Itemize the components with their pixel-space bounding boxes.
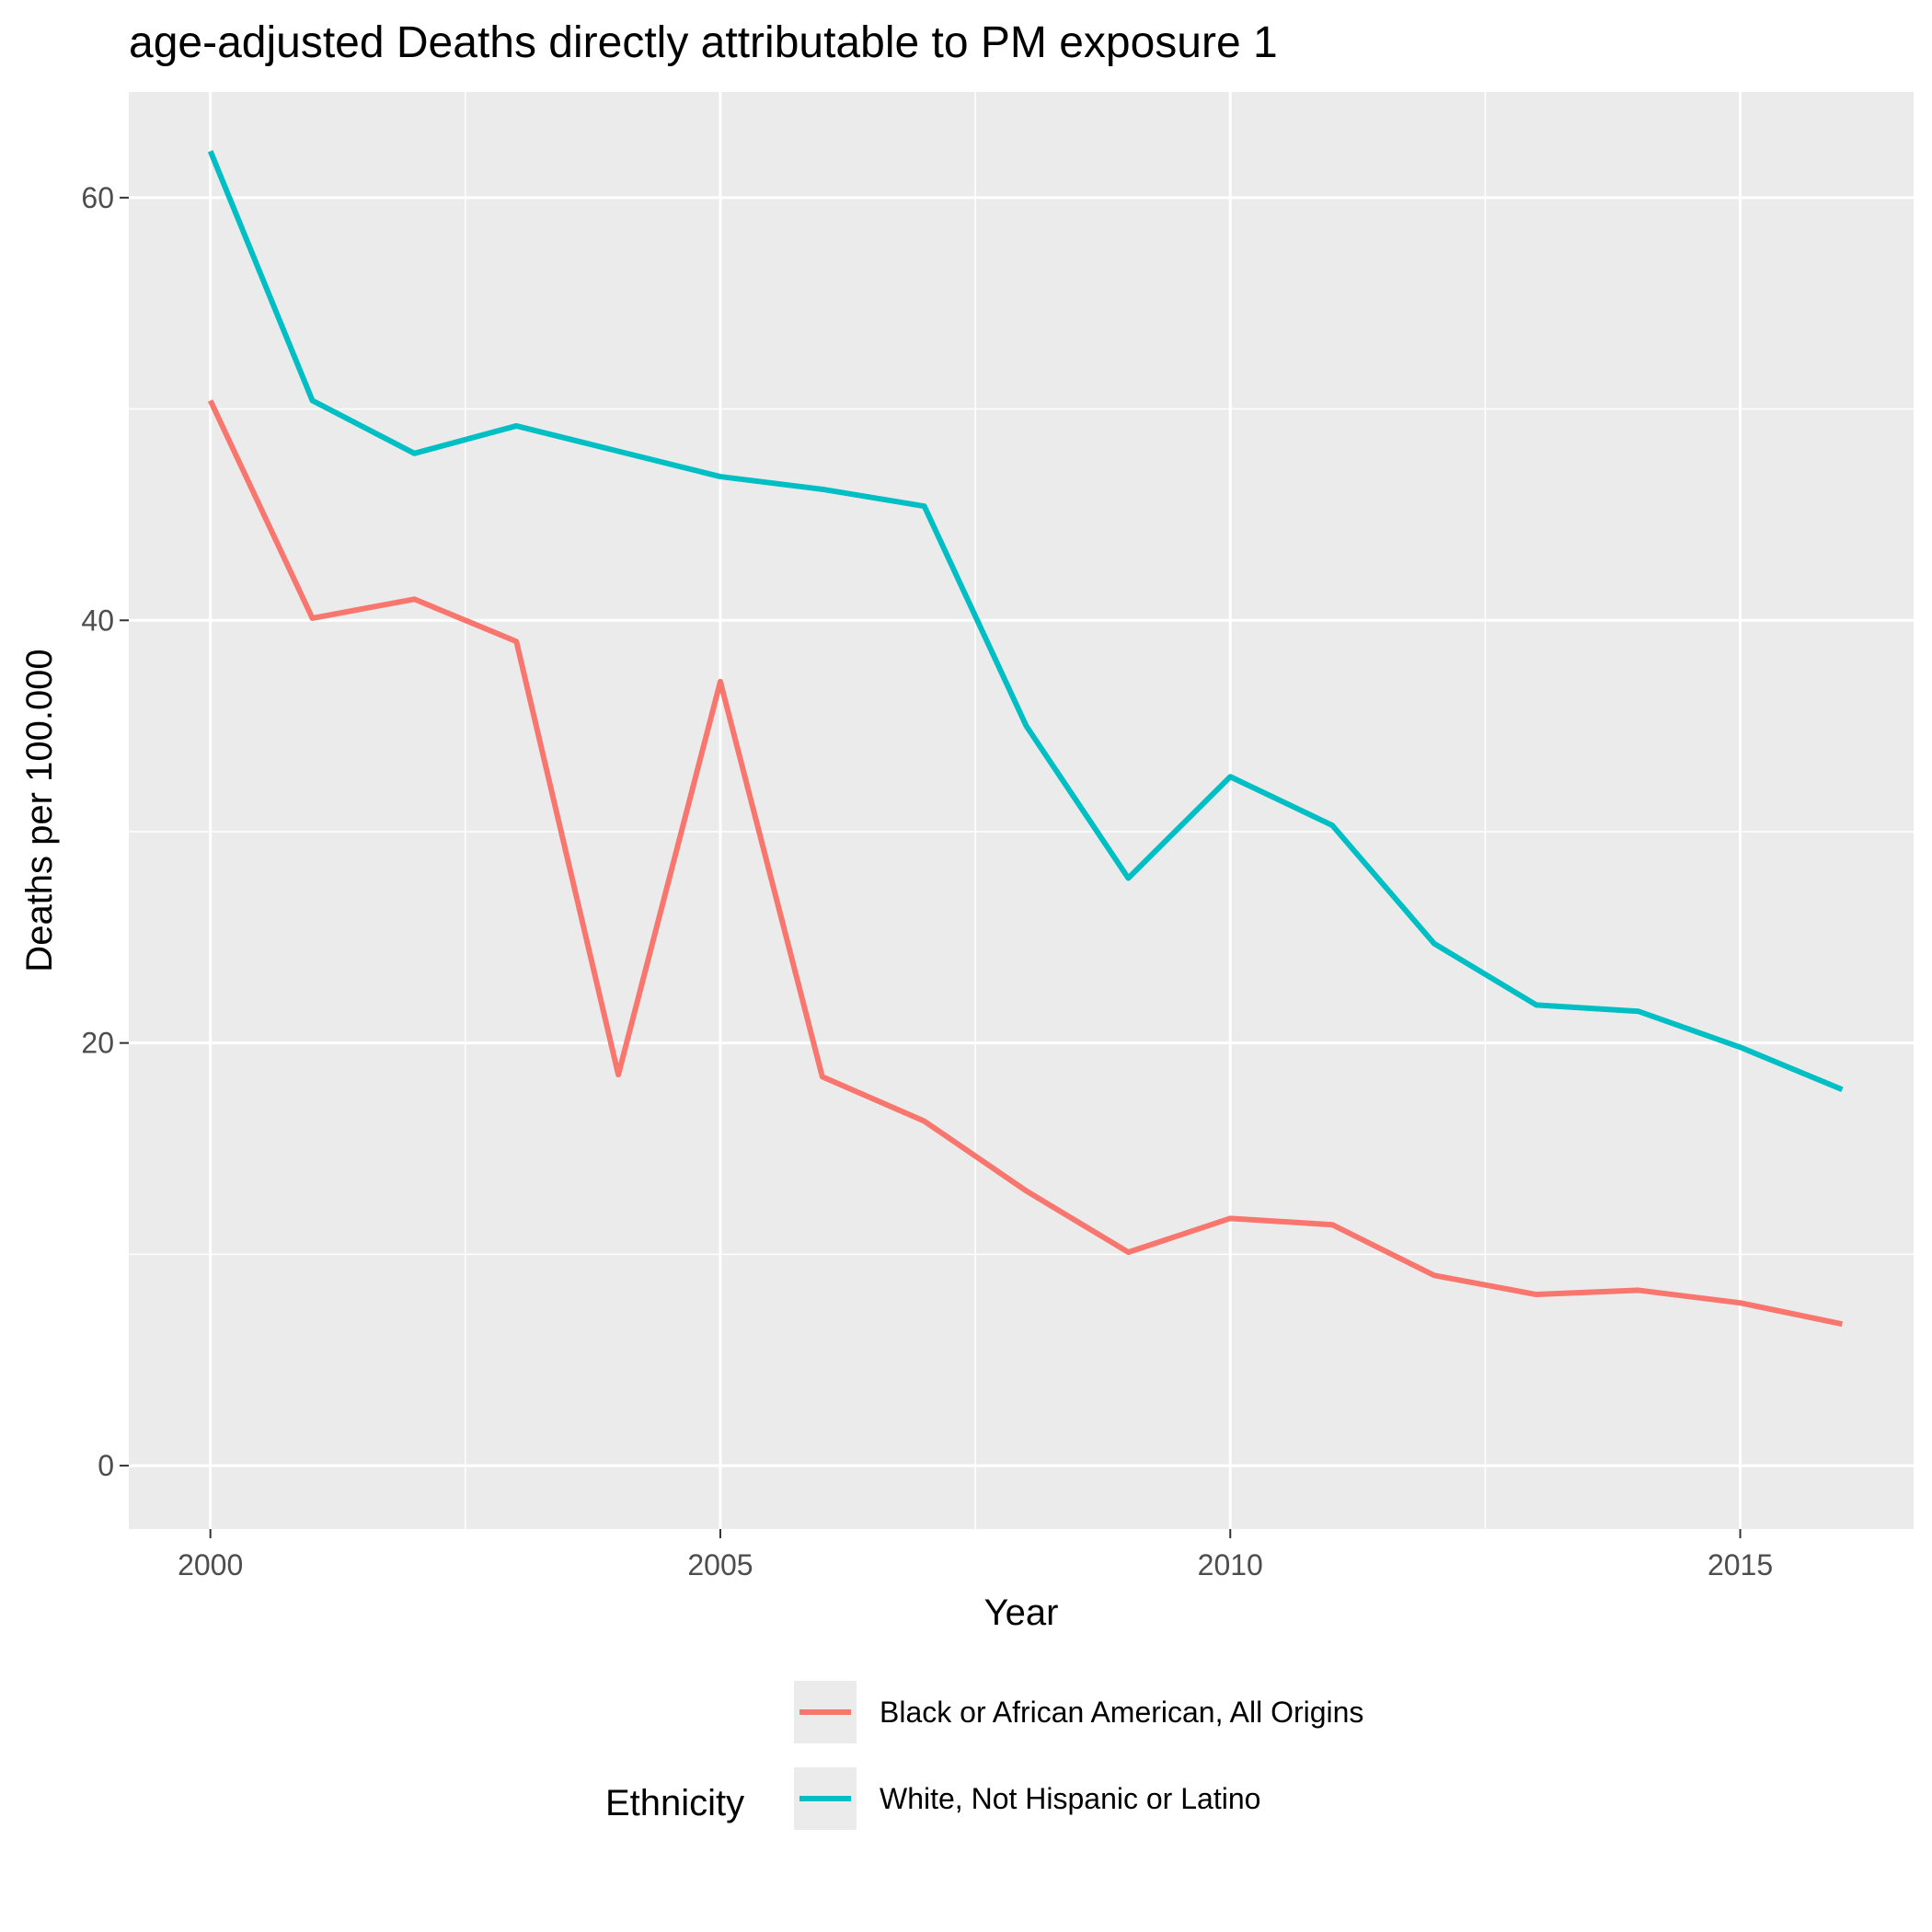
series-lines <box>207 150 1844 1328</box>
y-tick-label: 40 <box>81 604 114 637</box>
y-tick-label: 60 <box>81 181 114 214</box>
y-axis: 0 20 40 60 <box>81 181 129 1482</box>
x-tick-label: 2000 <box>178 1548 243 1581</box>
x-axis: 2000 2005 2010 2015 <box>178 1529 1773 1581</box>
y-tick-label: 0 <box>98 1449 114 1482</box>
legend-label-2: White, Not Hispanic or Latino <box>880 1782 1260 1815</box>
legend-items: Black or African American, All Origins Wh… <box>792 1679 1363 1832</box>
chart-title: age-adjusted Deaths directly attributabl… <box>129 18 1278 67</box>
series-line-1 <box>207 399 1844 1328</box>
plot-panel <box>129 92 1914 1529</box>
x-tick-label: 2010 <box>1198 1548 1263 1581</box>
minor-gridlines <box>129 92 1914 1529</box>
legend-label-1: Black or African American, All Origins <box>880 1696 1363 1729</box>
x-axis-title: Year <box>984 1593 1059 1633</box>
y-axis-title: Deaths per 100.000 <box>19 649 60 972</box>
major-gridlines <box>129 92 1914 1529</box>
x-tick-label: 2015 <box>1708 1548 1773 1581</box>
series-line-2 <box>207 150 1844 1092</box>
x-tick-label: 2005 <box>687 1548 753 1581</box>
legend-title: Ethnicity <box>605 1783 744 1823</box>
legend: Ethnicity Black or African American, All… <box>605 1679 1363 1832</box>
y-tick-label: 20 <box>81 1027 114 1060</box>
